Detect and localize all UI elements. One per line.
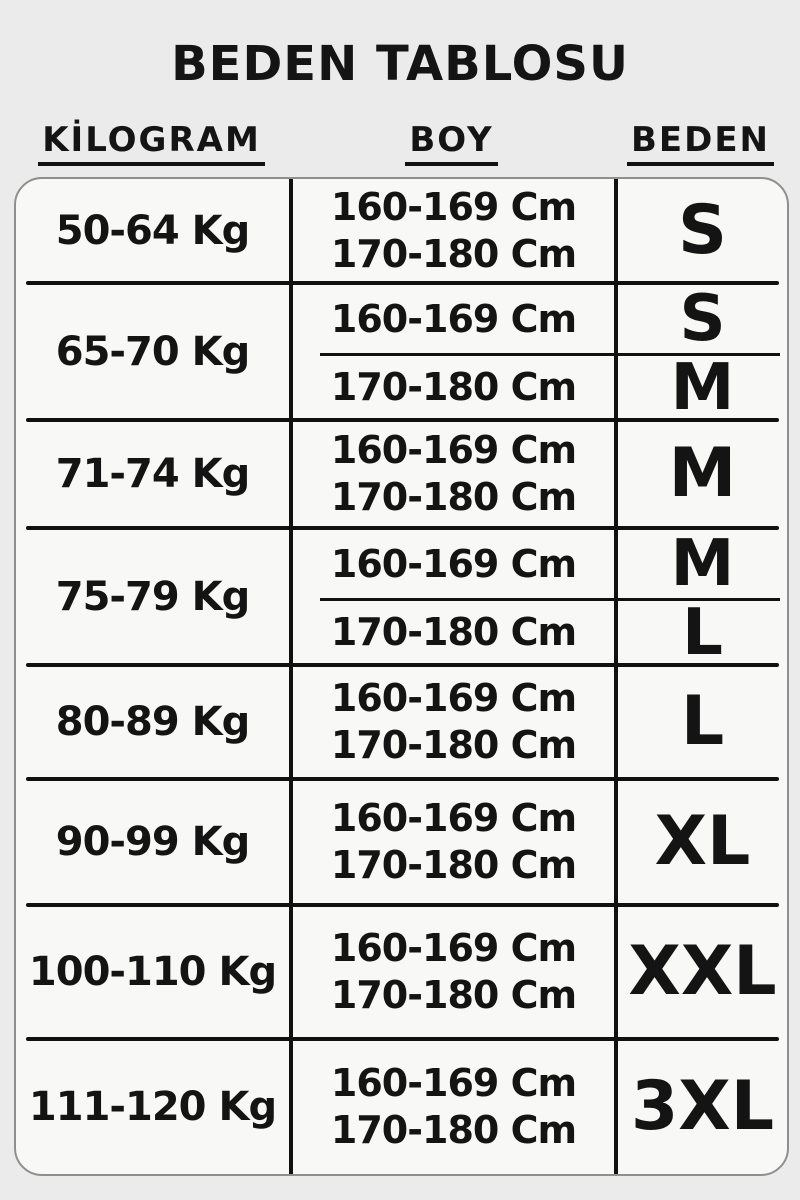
size-value: M — [668, 434, 737, 513]
height-cell: 160-169 Cm 170-180 Cm — [293, 1039, 614, 1174]
size-cell: XXL — [618, 905, 787, 1039]
row-divider — [26, 903, 779, 907]
size-cell: L — [618, 665, 787, 779]
height-range-2: 170-180 Cm — [330, 475, 577, 519]
column-header-beden: BEDEN — [614, 120, 787, 166]
size-cell: L — [618, 600, 787, 665]
column-divider-boy-beden — [614, 179, 618, 1174]
weight-value: 71-74 Kg — [55, 451, 250, 497]
sub-row-divider — [320, 353, 780, 356]
height-cell: 160-169 Cm — [293, 283, 614, 355]
size-value: 3XL — [630, 1066, 775, 1146]
size-cell: M — [618, 355, 787, 420]
header-row: KİLOGRAM BOY BEDEN — [0, 120, 800, 172]
weight-cell: 80-89 Kg — [16, 665, 289, 779]
size-value: L — [682, 595, 723, 670]
height-range-1: 160-169 Cm — [330, 1060, 577, 1105]
height-range: 170-180 Cm — [330, 365, 577, 409]
size-value: S — [678, 191, 727, 270]
height-range-1: 160-169 Cm — [330, 926, 577, 970]
size-value: M — [670, 350, 735, 425]
height-cell: 170-180 Cm — [293, 355, 614, 420]
height-cell: 160-169 Cm 170-180 Cm — [293, 779, 614, 905]
column-header-kilogram-label: KİLOGRAM — [38, 120, 265, 166]
height-cell: 160-169 Cm 170-180 Cm — [293, 179, 614, 283]
size-value: XL — [654, 802, 751, 881]
height-range-1: 160-169 Cm — [330, 676, 577, 720]
weight-cell: 65-70 Kg — [16, 283, 289, 420]
size-cell: S — [618, 179, 787, 283]
page-title: BEDEN TABLOSU — [171, 36, 629, 92]
weight-value: 100-110 Kg — [28, 949, 277, 995]
height-range-1: 160-169 Cm — [330, 796, 577, 840]
size-value: S — [679, 282, 726, 356]
height-range-2: 170-180 Cm — [330, 973, 577, 1017]
weight-value: 111-120 Kg — [28, 1083, 277, 1130]
height-cell: 160-169 Cm — [293, 528, 614, 600]
size-chart-card: 50-64 Kg 160-169 Cm 170-180 Cm S 65-70 Kg 160… — [14, 177, 789, 1176]
height-range: 170-180 Cm — [330, 610, 577, 654]
column-header-beden-label: BEDEN — [626, 120, 775, 166]
size-cell: 3XL — [618, 1039, 787, 1174]
column-divider-kilogram-boy — [289, 179, 293, 1174]
weight-cell: 71-74 Kg — [16, 420, 289, 528]
weight-value: 80-89 Kg — [55, 699, 250, 745]
weight-cell: 90-99 Kg — [16, 779, 289, 905]
column-header-kilogram: KİLOGRAM — [14, 120, 289, 166]
height-range: 160-169 Cm — [330, 296, 577, 341]
size-cell: M — [618, 420, 787, 528]
height-range-1: 160-169 Cm — [330, 185, 577, 229]
row-divider — [26, 526, 779, 530]
size-value: M — [670, 527, 735, 601]
weight-cell: 75-79 Kg — [16, 528, 289, 665]
row-divider — [26, 777, 779, 781]
weight-cell: 111-120 Kg — [16, 1039, 289, 1174]
column-header-boy-label: BOY — [405, 120, 498, 166]
row-divider — [26, 1037, 779, 1041]
column-header-boy: BOY — [289, 120, 614, 166]
sub-row-divider — [320, 598, 780, 601]
height-range-2: 170-180 Cm — [330, 843, 577, 887]
height-cell: 170-180 Cm — [293, 600, 614, 665]
height-range-2: 170-180 Cm — [330, 1107, 577, 1152]
weight-value: 75-79 Kg — [55, 573, 250, 620]
height-cell: 160-169 Cm 170-180 Cm — [293, 665, 614, 779]
size-cell: M — [618, 528, 787, 600]
size-cell: S — [618, 283, 787, 355]
height-range-2: 170-180 Cm — [330, 232, 577, 276]
size-cell: XL — [618, 779, 787, 905]
height-range-1: 160-169 Cm — [330, 428, 577, 472]
weight-value: 90-99 Kg — [55, 819, 250, 865]
height-cell: 160-169 Cm 170-180 Cm — [293, 420, 614, 528]
height-range: 160-169 Cm — [330, 541, 577, 586]
weight-value: 65-70 Kg — [55, 328, 250, 375]
weight-cell: 50-64 Kg — [16, 179, 289, 283]
row-divider — [26, 663, 779, 667]
size-value: L — [680, 682, 725, 761]
row-divider — [26, 281, 779, 285]
weight-cell: 100-110 Kg — [16, 905, 289, 1039]
weight-value: 50-64 Kg — [55, 208, 250, 254]
row-divider — [26, 418, 779, 422]
size-value: XXL — [628, 932, 777, 1011]
height-range-2: 170-180 Cm — [330, 723, 577, 767]
height-cell: 160-169 Cm 170-180 Cm — [293, 905, 614, 1039]
